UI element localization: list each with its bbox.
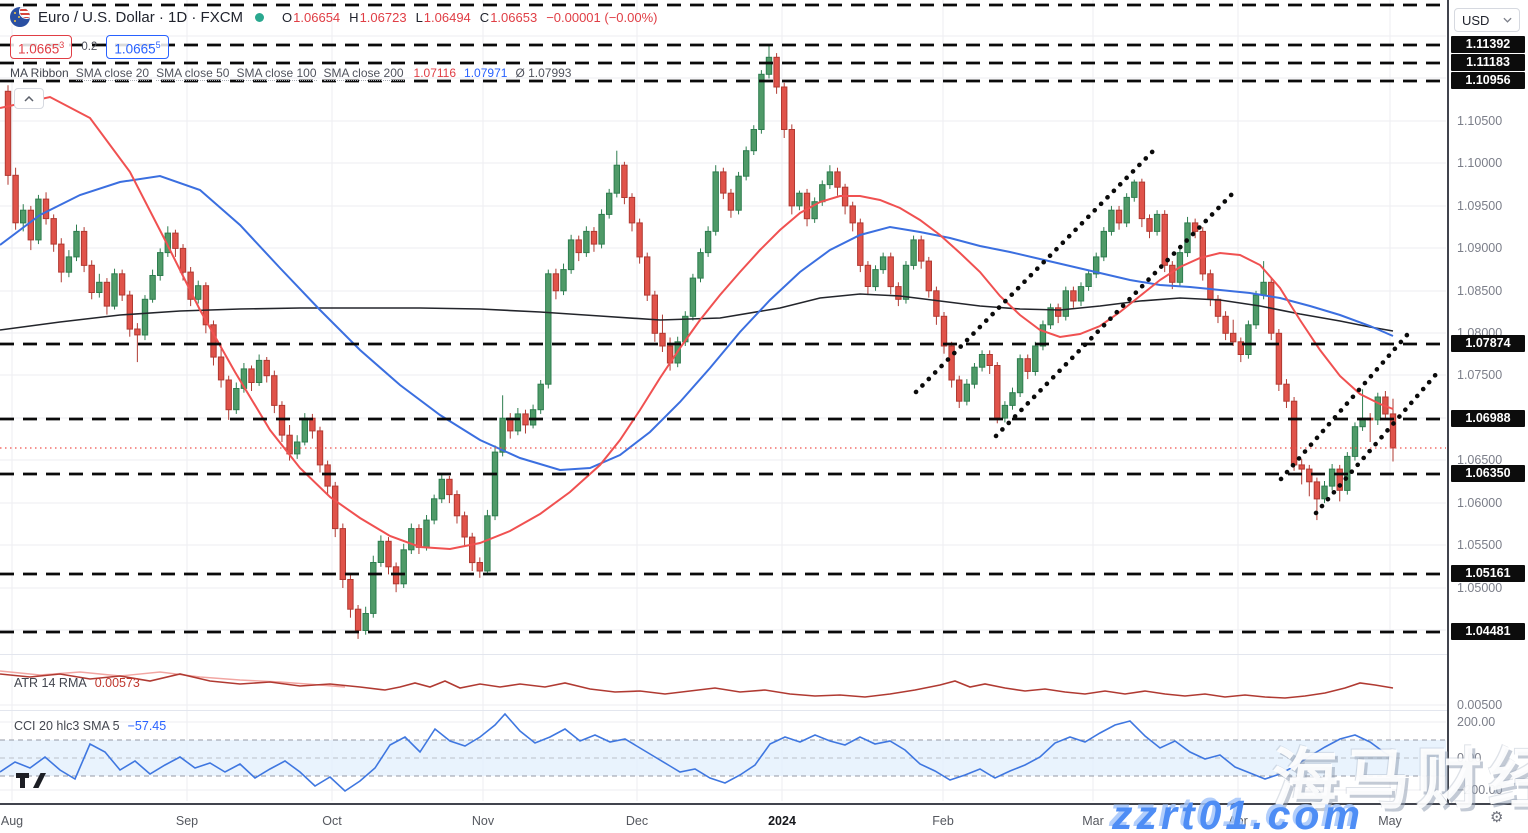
buy-button[interactable]: 1.06655 bbox=[106, 34, 169, 60]
price-tick-label: 1.06000 bbox=[1457, 496, 1503, 510]
axis-settings-gear-icon[interactable]: ⚙ bbox=[1490, 809, 1504, 826]
price-level-label: 1.04481 bbox=[1451, 623, 1525, 640]
time-axis-label: Feb bbox=[932, 814, 954, 828]
price-tick-label: 1.07500 bbox=[1457, 368, 1503, 382]
market-status-icon[interactable] bbox=[255, 12, 265, 22]
chevron-up-icon bbox=[24, 95, 34, 102]
time-axis-label: Dec bbox=[625, 814, 649, 828]
watermark-chinese: 海马财经 bbox=[1272, 742, 1528, 816]
tradingview-logo[interactable] bbox=[16, 773, 46, 789]
low-value: 1.06494 bbox=[423, 9, 471, 25]
time-axis-label: May bbox=[1378, 814, 1402, 828]
sma200-line bbox=[0, 293, 1394, 332]
sma20-value: 1.07116 bbox=[413, 66, 457, 80]
price-tick-label: 1.05500 bbox=[1457, 538, 1503, 552]
sma20-line bbox=[0, 95, 1394, 551]
price-tick-label: 1.09500 bbox=[1457, 199, 1503, 213]
sell-button[interactable]: 1.06653 bbox=[10, 34, 73, 60]
watermark-site: zzrt01.com bbox=[1112, 792, 1364, 833]
time-axis-label: 2024 bbox=[768, 814, 796, 828]
atr-pane-legend[interactable]: ATR 14 RMA 0.00573 bbox=[14, 676, 140, 690]
time-axis-label: Nov bbox=[471, 814, 495, 828]
cci-scale-label: 0.00 bbox=[1457, 751, 1482, 765]
price-level-label: 1.11392 bbox=[1451, 36, 1525, 53]
price-tick-label: 1.05000 bbox=[1457, 581, 1503, 595]
collapse-legend-button[interactable] bbox=[14, 88, 44, 109]
symbol-title[interactable]: Euro / U.S. Dollar · 1D · FXCM bbox=[38, 8, 244, 26]
spread-value: 0.2 bbox=[81, 41, 98, 53]
price-level-label: 1.05161 bbox=[1451, 565, 1525, 582]
price-level-label: 1.06988 bbox=[1451, 410, 1525, 427]
atr-scale-label: 0.00500 bbox=[1457, 698, 1503, 712]
open-value: 1.06654 bbox=[293, 9, 341, 25]
price-tick-label: 1.09000 bbox=[1457, 241, 1503, 255]
price-level-label: 1.10956 bbox=[1451, 72, 1525, 89]
sma50-line bbox=[0, 174, 1394, 472]
time-axis-label: Mar bbox=[1082, 814, 1104, 828]
time-axis-label: Oct bbox=[322, 814, 342, 828]
cci-value: −57.45 bbox=[127, 719, 167, 733]
sma-average-value: Ø 1.07993 bbox=[515, 66, 572, 80]
time-axis-label: Sep bbox=[175, 814, 199, 828]
change-value: −0.00001 (−0.00%) bbox=[546, 9, 658, 25]
pane-separator[interactable] bbox=[0, 710, 1528, 711]
price-level-label: 1.06350 bbox=[1451, 465, 1525, 482]
time-axis-label: Apr bbox=[1228, 814, 1248, 828]
eurusd-pair-icon bbox=[10, 7, 30, 27]
price-tick-label: 1.08500 bbox=[1457, 284, 1503, 298]
cci-scale-label: −200.00 bbox=[1457, 783, 1503, 797]
price-level-label: 1.11183 bbox=[1451, 54, 1525, 71]
ohlc-readout: O1.06654 H1.06723 L1.06494 C1.06653 −0.0… bbox=[282, 9, 658, 25]
pane-separator[interactable] bbox=[0, 654, 1528, 655]
atr-line bbox=[0, 673, 1394, 699]
candles-layer bbox=[4, 45, 1397, 639]
price-tick-label: 1.10000 bbox=[1457, 156, 1503, 170]
sma50-value: 1.07971 bbox=[464, 66, 508, 80]
ma-ribbon-title[interactable]: MA Ribbon bbox=[10, 66, 69, 80]
chart-legend: Euro / U.S. Dollar · 1D · FXCM O1.06654 … bbox=[10, 4, 658, 81]
price-tick-label: 1.06500 bbox=[1457, 453, 1503, 467]
ma-ribbon-legend: MA Ribbon SMA close 20 SMA close 50 SMA clo… bbox=[10, 66, 572, 81]
chevron-down-icon bbox=[1503, 17, 1512, 23]
price-axis[interactable]: 1.10500 1.10000 1.09500 1.09000 1.08500 1.080… bbox=[1447, 0, 1528, 833]
price-tick-label: 1.10500 bbox=[1457, 114, 1503, 128]
atr-value: 0.00573 bbox=[94, 676, 140, 690]
time-axis-label: Aug bbox=[0, 814, 24, 828]
cci-scale-label: 200.00 bbox=[1457, 715, 1496, 729]
trendline bbox=[993, 187, 1239, 439]
cci-pane-legend[interactable]: CCI 20 hlc3 SMA 5 −57.45 bbox=[14, 719, 167, 733]
trendline bbox=[1313, 369, 1441, 516]
close-value: 1.06653 bbox=[490, 9, 538, 25]
high-value: 1.06723 bbox=[359, 9, 407, 25]
cci-line bbox=[0, 712, 1394, 793]
trendline bbox=[913, 143, 1161, 395]
price-level-label: 1.07874 bbox=[1451, 335, 1525, 352]
currency-selector[interactable]: USD bbox=[1454, 8, 1520, 32]
time-axis[interactable]: Aug Sep Oct Nov Dec 2024 Feb Mar Apr May bbox=[0, 803, 1528, 833]
